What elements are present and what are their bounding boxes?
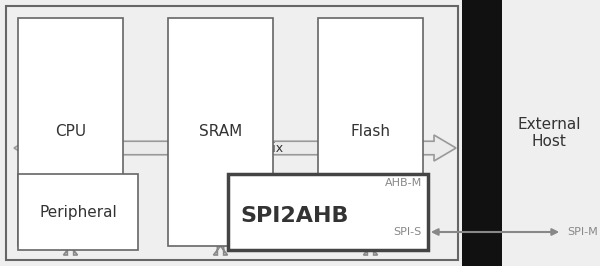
- Bar: [18, 174, 138, 250]
- Polygon shape: [214, 126, 227, 255]
- Bar: [18, 18, 123, 246]
- Text: AHB-M: AHB-M: [385, 178, 422, 188]
- Bar: [462, 0, 502, 266]
- Bar: [6, 6, 458, 260]
- Polygon shape: [14, 135, 456, 161]
- Text: SPI-M: SPI-M: [567, 227, 598, 237]
- Text: Flash: Flash: [350, 124, 391, 139]
- Text: CPU: CPU: [55, 124, 86, 139]
- Bar: [318, 18, 423, 246]
- Polygon shape: [364, 126, 377, 255]
- Text: SPI2AHB: SPI2AHB: [240, 206, 349, 226]
- Polygon shape: [64, 126, 77, 255]
- Text: External
Host: External Host: [517, 117, 581, 149]
- Text: AHB Bus/Matrix: AHB Bus/Matrix: [187, 142, 284, 155]
- Text: SPI-S: SPI-S: [394, 227, 422, 237]
- Polygon shape: [321, 161, 335, 174]
- Text: SRAM: SRAM: [199, 124, 242, 139]
- Polygon shape: [71, 161, 85, 174]
- Bar: [228, 174, 428, 250]
- Bar: [168, 18, 273, 246]
- Text: Peripheral: Peripheral: [39, 205, 117, 219]
